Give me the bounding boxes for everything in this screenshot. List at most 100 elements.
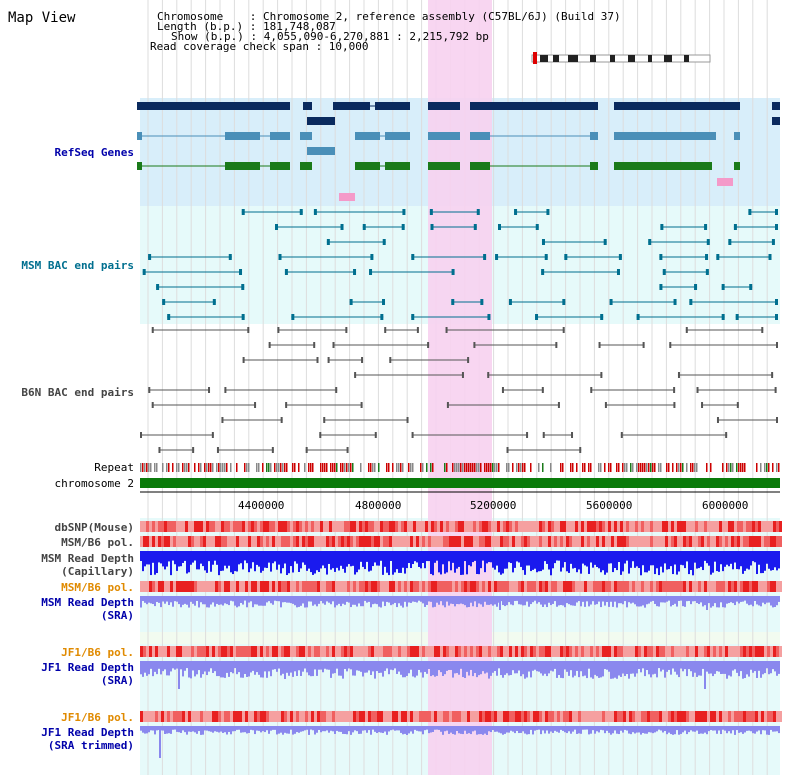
read-depth-bar xyxy=(394,551,396,573)
read-depth-bar xyxy=(190,596,192,602)
polymorphism-cell xyxy=(557,581,560,592)
read-depth-bar xyxy=(572,596,574,606)
bac-end xyxy=(535,314,539,320)
read-depth-bar xyxy=(158,551,160,563)
polymorphism-cell xyxy=(449,581,452,592)
polymorphism-cell xyxy=(674,711,677,722)
polymorphism-cell xyxy=(539,581,542,592)
track-label-b6n-bac[interactable]: B6N BAC end pairs xyxy=(21,386,134,399)
gene-exon xyxy=(428,132,460,140)
polymorphism-cell xyxy=(467,521,470,532)
track-label-msm-bac[interactable]: MSM BAC end pairs xyxy=(21,259,134,272)
read-depth-bar xyxy=(732,661,734,671)
track-label-msm-depth-sra[interactable]: MSM Read Depth xyxy=(41,596,134,609)
read-depth-bar xyxy=(512,661,514,671)
polymorphism-cell xyxy=(176,581,179,592)
polymorphism-cell xyxy=(356,711,359,722)
read-depth-bar xyxy=(290,661,292,673)
read-depth-bar xyxy=(772,551,774,571)
read-depth-bar xyxy=(332,726,334,732)
highlight-region xyxy=(428,0,492,775)
read-depth-bar xyxy=(592,551,594,568)
read-depth-bar xyxy=(694,726,696,732)
read-depth-bar xyxy=(334,726,336,734)
read-depth-bar xyxy=(238,551,240,565)
polymorphism-cell xyxy=(290,536,293,547)
polymorphism-cell xyxy=(194,646,197,657)
read-depth-bar xyxy=(304,551,306,565)
track-label-msm-b6-pol[interactable]: MSM/B6 pol. xyxy=(61,536,134,549)
bac-end xyxy=(571,432,574,438)
bac-end xyxy=(673,402,676,408)
read-depth-bar xyxy=(512,726,514,732)
track-label-jf1-b6-pol[interactable]: JF1/B6 pol. xyxy=(61,646,134,659)
bac-end xyxy=(662,269,666,275)
track-label-chromosome[interactable]: chromosome 2 xyxy=(54,477,134,490)
polymorphism-cell xyxy=(287,711,290,722)
polymorphism-cell xyxy=(332,536,335,547)
polymorphism-cell xyxy=(551,646,554,657)
read-depth-bar xyxy=(260,661,262,678)
bac-end xyxy=(735,314,739,320)
polymorphism-cell xyxy=(524,536,527,547)
read-depth-bar xyxy=(646,596,648,605)
track-label-msm-b6-pol-2[interactable]: MSM/B6 pol. xyxy=(61,581,134,594)
polymorphism-cell xyxy=(344,536,347,547)
polymorphism-cell xyxy=(188,711,191,722)
polymorphism-cell xyxy=(182,646,185,657)
polymorphism-cell xyxy=(779,581,782,592)
track-label-msm-depth-capillary[interactable]: MSM Read Depth xyxy=(41,552,134,565)
polymorphism-cell xyxy=(521,646,524,657)
read-depth-bar xyxy=(490,551,492,563)
read-depth-bar xyxy=(234,551,236,572)
read-depth-bar xyxy=(268,661,270,672)
track-label-refseq[interactable]: RefSeq Genes xyxy=(54,146,134,159)
repeat-element xyxy=(588,463,590,472)
polymorphism-cell xyxy=(614,536,617,547)
read-depth-bar xyxy=(394,661,396,669)
polymorphism-cell xyxy=(278,521,281,532)
bac-end xyxy=(430,224,434,230)
track-label-dbsnp[interactable]: dbSNP(Mouse) xyxy=(54,521,134,534)
read-depth-bar xyxy=(520,596,522,605)
track-label-repeat[interactable]: Repeat xyxy=(94,461,134,474)
read-depth-bar xyxy=(288,661,290,676)
read-depth-bar xyxy=(142,551,144,572)
repeat-element xyxy=(248,463,250,472)
read-depth-bar xyxy=(604,726,606,734)
repeat-element xyxy=(422,463,424,472)
polymorphism-cell xyxy=(644,646,647,657)
read-depth-bar xyxy=(436,726,438,730)
polymorphism-cell xyxy=(209,581,212,592)
track-label-jf1-depth-sra[interactable]: JF1 Read Depth xyxy=(41,661,134,674)
repeat-element xyxy=(468,463,470,472)
read-depth-bar xyxy=(532,661,534,671)
track-label-jf1-depth-trimmed[interactable]: JF1 Read Depth xyxy=(41,726,134,739)
read-depth-bar xyxy=(590,661,592,678)
read-depth-bar xyxy=(454,551,456,573)
polymorphism-cell xyxy=(245,521,248,532)
read-depth-bar xyxy=(366,661,368,673)
track-label-jf1-b6-pol-2[interactable]: JF1/B6 pol. xyxy=(61,711,134,724)
polymorphism-cell xyxy=(692,646,695,657)
polymorphism-cell xyxy=(605,646,608,657)
polymorphism-cell xyxy=(527,581,530,592)
read-depth-bar xyxy=(318,661,320,670)
read-depth-bar xyxy=(230,726,232,735)
read-depth-bar xyxy=(296,726,298,733)
polymorphism-cell xyxy=(182,536,185,547)
read-depth-bar xyxy=(362,661,364,677)
read-depth-bar xyxy=(294,551,296,562)
read-depth-bar xyxy=(698,661,700,676)
read-depth-bar xyxy=(632,661,634,674)
polymorphism-cell xyxy=(161,521,164,532)
read-depth-bar xyxy=(330,551,332,570)
polymorphism-cell xyxy=(536,536,539,547)
bac-end xyxy=(285,402,288,408)
polymorphism-cell xyxy=(149,521,152,532)
polymorphism-cell xyxy=(746,646,749,657)
polymorphism-cell xyxy=(311,646,314,657)
read-depth-bar xyxy=(174,596,176,602)
read-depth-bar xyxy=(776,726,778,732)
